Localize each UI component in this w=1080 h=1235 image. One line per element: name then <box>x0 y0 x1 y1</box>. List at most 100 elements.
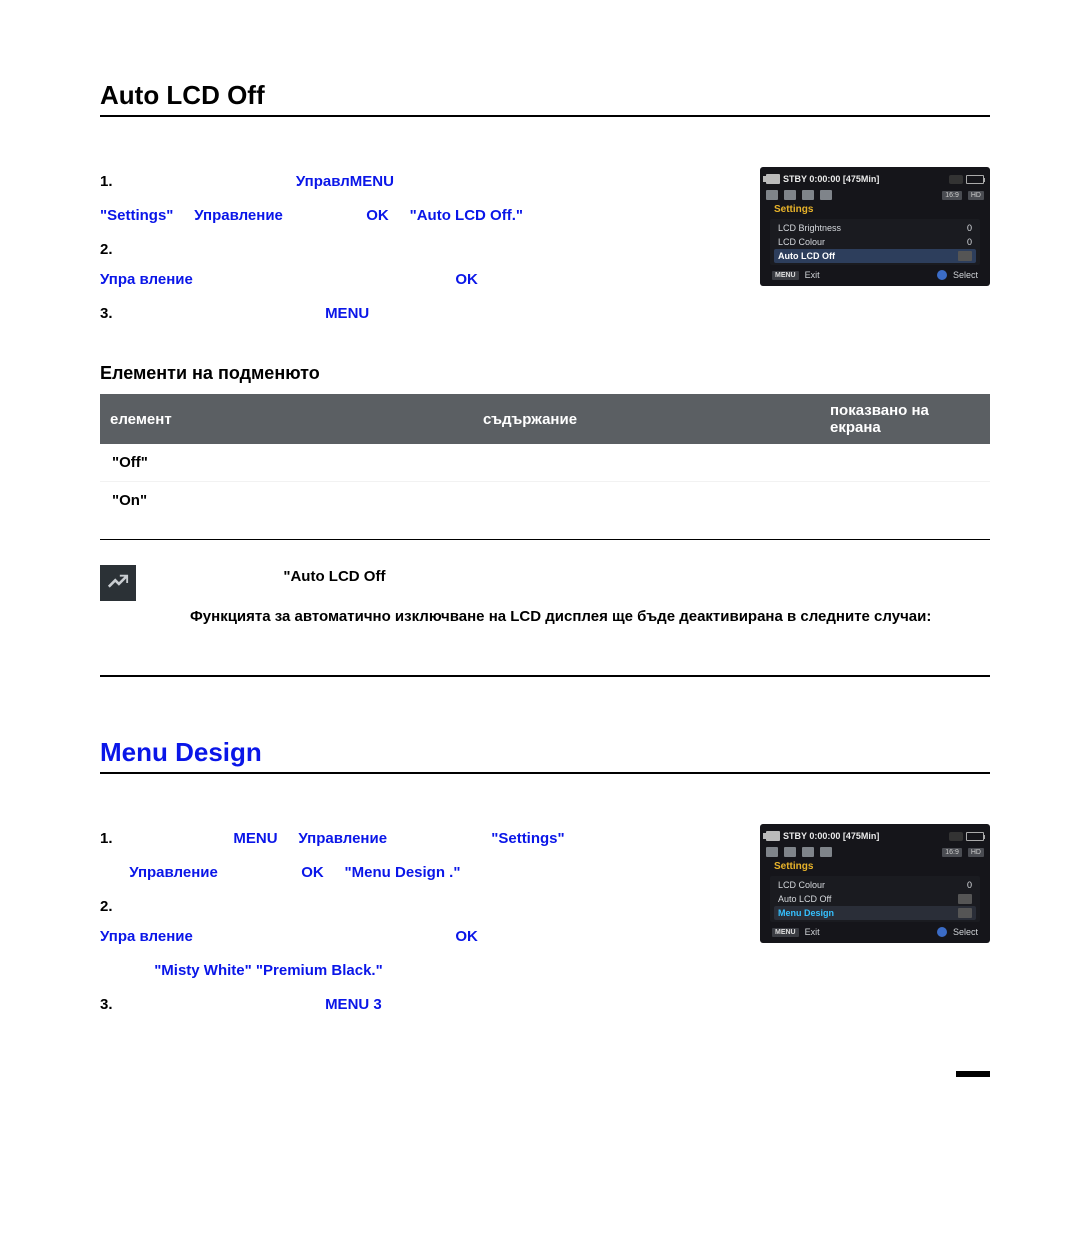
lcd-item-selected: Auto LCD Off <box>774 249 976 263</box>
lcd-status: STBY 0:00:00 [475Min] <box>783 174 879 184</box>
th-item: елемент <box>100 394 240 444</box>
txt: MENU <box>325 305 369 322</box>
lcd-icon-row: 16:9 HD <box>766 847 984 857</box>
joystick-icon <box>937 927 947 937</box>
step-num: 2. <box>100 241 113 258</box>
txt: "Settings" <box>100 207 173 224</box>
menu-tag: MENU <box>772 271 799 280</box>
divider <box>100 539 990 540</box>
txt: MENU <box>233 830 277 847</box>
page-footer <box>100 1064 990 1081</box>
txt: "Misty White" <box>154 962 252 979</box>
submenu-table: елемент съдържание показвано на екрана "… <box>100 394 990 519</box>
txt: OK <box>366 207 389 224</box>
lcd-icon-row: 16:9 HD <box>766 190 984 200</box>
txt: Управл <box>296 173 350 190</box>
txt: Управление <box>129 864 218 881</box>
step-num: 2. <box>100 898 113 915</box>
lcd-item-label: LCD Colour <box>778 880 825 890</box>
mode-icon <box>820 847 832 857</box>
section2-row: 1. MENU Управление "Settings" Управление <box>100 824 990 1024</box>
lcd-preview-2: STBY 0:00:00 [475Min] 16:9 HD Settings L… <box>760 824 990 943</box>
battery-icon <box>966 832 984 841</box>
step-num: 1. <box>100 173 113 190</box>
lcd-item-val: 0 <box>967 223 972 233</box>
cell-content <box>240 444 820 482</box>
lcd-item: Auto LCD Off <box>774 892 976 906</box>
lcd-select: Select <box>953 927 978 937</box>
th-content: съдържание <box>240 394 820 444</box>
txt: Управление <box>194 207 283 224</box>
txt: "Premium Black." <box>256 962 383 979</box>
txt: "Auto LCD Off." <box>410 207 523 224</box>
lcd-item-label: Auto LCD Off <box>778 894 831 904</box>
mode-icon <box>802 847 814 857</box>
lcd-item: LCD Colour 0 <box>774 878 976 892</box>
lcd-item-label: LCD Brightness <box>778 223 841 233</box>
lcd-item-val: 0 <box>967 237 972 247</box>
mode-icon <box>784 847 796 857</box>
txt: MENU <box>350 173 394 190</box>
section-heading-auto-lcd: Auto LCD Off <box>100 80 990 117</box>
mode-icon <box>802 190 814 200</box>
res-tag: 16:9 <box>942 848 962 857</box>
lcd-menu-title: Settings <box>766 859 984 874</box>
th-screen: показвано на екрана <box>820 394 990 444</box>
txt: Упра вление <box>100 271 193 288</box>
lcd-list: LCD Colour 0 Auto LCD Off Menu Design <box>770 876 980 922</box>
table-row: "On" <box>100 482 990 520</box>
txt: OK <box>455 928 478 945</box>
lcd-status: STBY 0:00:00 [475Min] <box>783 831 879 841</box>
lcd-select: Select <box>953 270 978 280</box>
cell-item: "Off" <box>100 444 240 482</box>
lcd-item: LCD Colour 0 <box>774 235 976 249</box>
lcd-item-icon <box>958 894 972 904</box>
lcd-item-label: LCD Colour <box>778 237 825 247</box>
cell-content <box>240 482 820 520</box>
joystick-icon <box>937 270 947 280</box>
battery-icon <box>966 175 984 184</box>
note-icon <box>100 565 136 601</box>
txt: Упра вление <box>100 928 193 945</box>
section1-row: 1. УправлMENU "Settings" Управление OK "… <box>100 167 990 333</box>
lcd-foot: MENU Exit Select <box>766 267 984 280</box>
lcd-top-bar: STBY 0:00:00 [475Min] <box>766 171 984 187</box>
mode-icon <box>820 190 832 200</box>
section-heading-menu-design: Menu Design <box>100 737 990 774</box>
lcd-exit: Exit <box>805 270 820 280</box>
mode-icon <box>766 190 778 200</box>
txt: OK <box>301 864 324 881</box>
camera-icon <box>766 174 780 184</box>
txt: MENU 3 <box>325 996 382 1013</box>
lcd-exit: Exit <box>805 927 820 937</box>
note-block: "Auto LCD Off Функцията за автоматично и… <box>100 565 990 645</box>
mode-icon <box>784 190 796 200</box>
lcd-foot: MENU Exit Select <box>766 924 984 937</box>
cell-item: "On" <box>100 482 240 520</box>
lcd-item-icon <box>958 251 972 261</box>
res-tag: HD <box>968 191 984 200</box>
instructions-1: 1. УправлMENU "Settings" Управление OK "… <box>100 167 740 333</box>
instructions-2: 1. MENU Управление "Settings" Управление <box>100 824 740 1024</box>
menu-tag: MENU <box>772 928 799 937</box>
txt: OK <box>455 271 478 288</box>
res-tag: HD <box>968 848 984 857</box>
table-row: "Off" <box>100 444 990 482</box>
lcd-item-label: Menu Design <box>778 908 834 918</box>
lcd-item-val: 0 <box>967 880 972 890</box>
step-num: 3. <box>100 996 113 1013</box>
lcd-menu-title: Settings <box>766 202 984 217</box>
step-num: 1. <box>100 830 113 847</box>
lcd-list: LCD Brightness 0 LCD Colour 0 Auto LCD O… <box>770 219 980 265</box>
card-icon <box>949 832 963 841</box>
cell-screen <box>820 444 990 482</box>
lcd-item-selected: Menu Design <box>774 906 976 920</box>
txt: "Menu Design ." <box>345 864 461 881</box>
mode-icon <box>766 847 778 857</box>
footer-mark <box>956 1071 990 1077</box>
lcd-preview-1: STBY 0:00:00 [475Min] 16:9 HD Settings L… <box>760 167 990 286</box>
txt: Управление <box>298 830 387 847</box>
cell-screen <box>820 482 990 520</box>
res-tag: 16:9 <box>942 191 962 200</box>
note-text: Функцията за автоматично изключване на L… <box>190 608 931 625</box>
